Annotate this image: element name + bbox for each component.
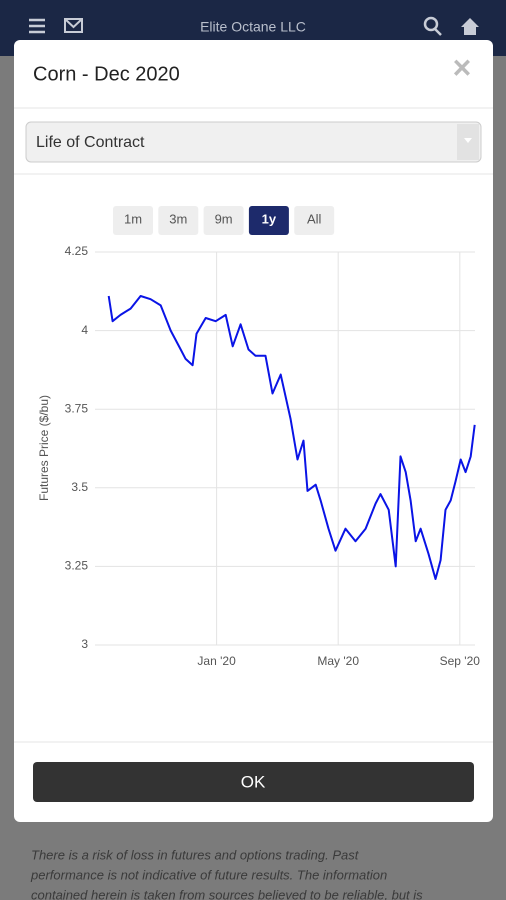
select-box[interactable] — [25, 121, 482, 163]
y-tick-label: 3.75 — [65, 401, 89, 415]
home-icon[interactable] — [461, 18, 479, 35]
x-tick-label: May '20 — [317, 654, 359, 668]
range-button[interactable] — [113, 206, 153, 235]
range-label: 3m — [169, 211, 187, 226]
y-tick-label: 4 — [81, 323, 88, 337]
modal — [14, 40, 493, 822]
select-arrow — [464, 138, 472, 143]
modal-title: Corn - Dec 2020 — [33, 63, 180, 85]
range-label: 1m — [124, 211, 142, 226]
range-button[interactable] — [203, 206, 244, 235]
ok-label: OK — [241, 772, 266, 791]
range-label: 9m — [215, 211, 233, 226]
app-title: Elite Octane LLC — [200, 19, 306, 35]
range-button[interactable] — [158, 206, 199, 235]
y-tick-label: 3.5 — [71, 480, 88, 494]
x-tick-label: Jan '20 — [197, 654, 236, 668]
search-icon[interactable] — [423, 16, 442, 36]
mail-icon[interactable] — [64, 18, 83, 33]
menu-icon[interactable] — [29, 18, 45, 34]
disclaimer-line: There is a risk of loss in futures and o… — [31, 847, 360, 862]
select-value: Life of Contract — [36, 134, 145, 151]
x-tick-label: Sep '20 — [440, 654, 481, 668]
ok-button[interactable] — [33, 762, 474, 802]
disclaimer-line: performance is not indicative of future … — [30, 867, 387, 882]
range-label: 1y — [262, 211, 277, 226]
y-tick-label: 3.25 — [65, 559, 89, 573]
range-button[interactable] — [248, 206, 289, 235]
range-button[interactable] — [294, 206, 335, 235]
range-label: All — [307, 211, 322, 226]
disclaimer-line: contained herein is taken from sources b… — [31, 887, 423, 900]
close-button[interactable]: × — [453, 49, 472, 85]
y-tick-label: 3 — [81, 637, 88, 651]
y-axis-label: Futures Price ($/bu) — [37, 395, 51, 501]
price-line — [107, 295, 476, 580]
y-tick-label: 4.25 — [65, 244, 89, 258]
